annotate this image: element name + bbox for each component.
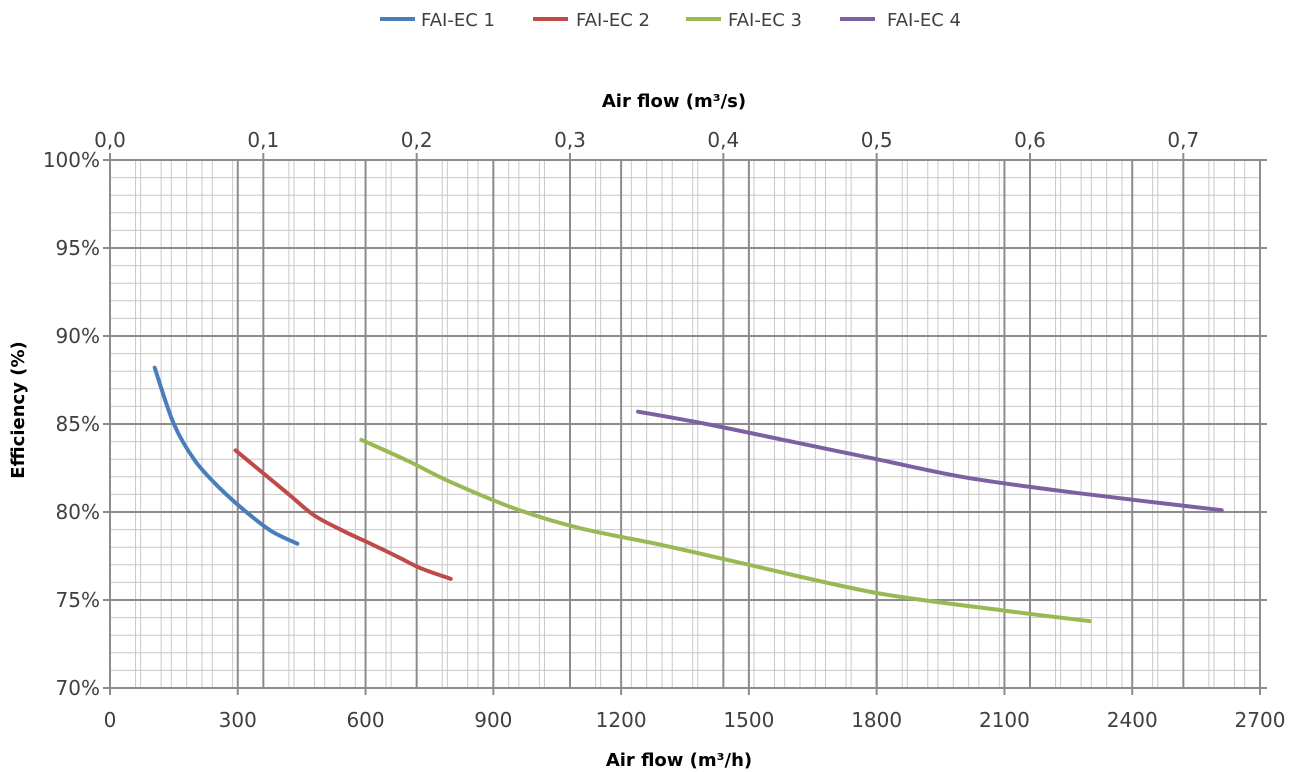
x2-tick-label: 0,1: [247, 128, 279, 152]
x-tick-label: 1800: [851, 708, 902, 732]
series-lines: [152, 365, 1224, 624]
legend-label-fai-ec-1: FAI-EC 1: [421, 10, 495, 31]
x2-tick-label: 0,6: [1014, 128, 1046, 152]
axes: [103, 153, 1267, 695]
x-tick-label: 1500: [723, 708, 774, 732]
x-tick-label: 0: [104, 708, 117, 732]
y-tick-label: 80%: [56, 500, 100, 524]
top-axis-title: Air flow (m³/s): [602, 91, 746, 112]
x-tick-label: 2700: [1235, 708, 1286, 732]
grid: [110, 160, 1260, 688]
y-tick-label: 70%: [56, 676, 100, 700]
y-tick-label: 100%: [43, 148, 100, 172]
y-tick-label: 90%: [56, 324, 100, 348]
x2-tick-label: 0,4: [707, 128, 739, 152]
x2-tick-label: 0,3: [554, 128, 586, 152]
x-tick-label: 2100: [979, 708, 1030, 732]
x-tick-label: 1200: [596, 708, 647, 732]
legend-label-fai-ec-3: FAI-EC 3: [728, 10, 802, 31]
x2-tick-label: 0,0: [94, 128, 126, 152]
legend: FAI-EC 1 FAI-EC 2 FAI-EC 3 FAI-EC 4: [380, 10, 961, 31]
x-axis-title: Air flow (m³/h): [606, 750, 752, 771]
tick-labels: 0 300 600 900 1200 1500 1800 2100 2400 2700 0,0 0,1…: [43, 128, 1286, 732]
x2-tick-label: 0,5: [861, 128, 893, 152]
series-line-4: [636, 409, 1224, 513]
y-tick-label: 85%: [56, 412, 100, 436]
x-tick-label: 2400: [1107, 708, 1158, 732]
series-line-2: [233, 448, 453, 581]
legend-label-fai-ec-2: FAI-EC 2: [576, 10, 650, 31]
x-tick-label: 900: [474, 708, 512, 732]
x2-tick-label: 0,7: [1167, 128, 1199, 152]
y-tick-label: 75%: [56, 588, 100, 612]
x-tick-label: 300: [219, 708, 257, 732]
x-tick-label: 600: [346, 708, 384, 732]
legend-label-fai-ec-4: FAI-EC 4: [887, 10, 961, 31]
y-tick-label: 95%: [56, 236, 100, 260]
y-axis-title: Efficiency (%): [8, 341, 29, 478]
series-line-1: [152, 365, 300, 546]
x2-tick-label: 0,2: [401, 128, 433, 152]
series-line-3: [359, 437, 1092, 624]
